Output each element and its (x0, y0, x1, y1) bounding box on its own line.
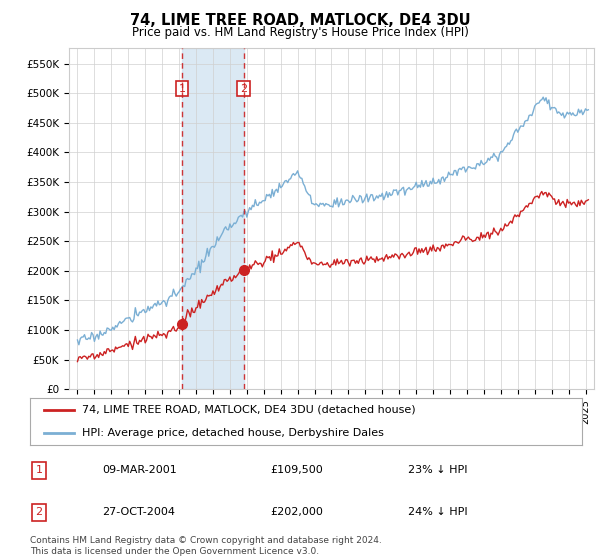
Text: 09-MAR-2001: 09-MAR-2001 (102, 465, 177, 475)
Text: Contains HM Land Registry data © Crown copyright and database right 2024.
This d: Contains HM Land Registry data © Crown c… (30, 536, 382, 556)
Text: 23% ↓ HPI: 23% ↓ HPI (408, 465, 467, 475)
Text: £109,500: £109,500 (270, 465, 323, 475)
Text: £202,000: £202,000 (270, 507, 323, 517)
Text: 2: 2 (35, 507, 43, 517)
Text: 1: 1 (179, 83, 185, 94)
Bar (182, 48, 244, 389)
Text: Price paid vs. HM Land Registry's House Price Index (HPI): Price paid vs. HM Land Registry's House … (131, 26, 469, 39)
Text: 74, LIME TREE ROAD, MATLOCK, DE4 3DU: 74, LIME TREE ROAD, MATLOCK, DE4 3DU (130, 13, 470, 28)
Text: 74, LIME TREE ROAD, MATLOCK, DE4 3DU (detached house): 74, LIME TREE ROAD, MATLOCK, DE4 3DU (de… (82, 404, 416, 414)
Text: 2: 2 (240, 83, 247, 94)
Text: 27-OCT-2004: 27-OCT-2004 (102, 507, 175, 517)
Text: 24% ↓ HPI: 24% ↓ HPI (408, 507, 467, 517)
Text: 1: 1 (35, 465, 43, 475)
Text: HPI: Average price, detached house, Derbyshire Dales: HPI: Average price, detached house, Derb… (82, 428, 385, 438)
